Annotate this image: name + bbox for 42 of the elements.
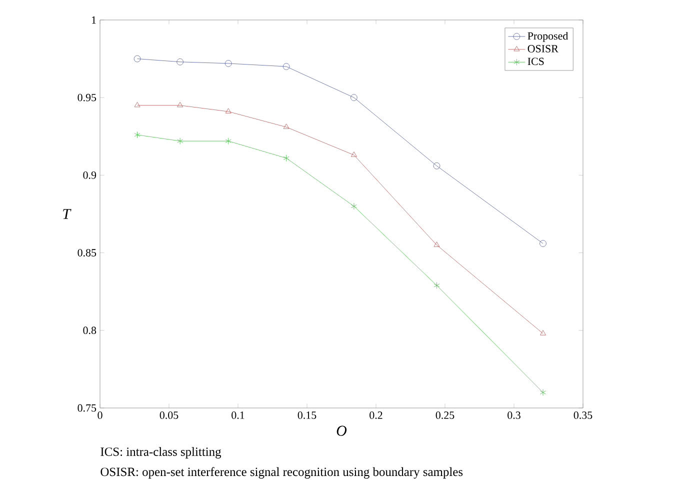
point	[350, 152, 357, 157]
x-tick-label: 0.15	[298, 412, 316, 419]
point	[283, 154, 290, 162]
y-tick-label: 0.95	[78, 94, 96, 102]
x-tick-label: 0.2	[370, 412, 382, 419]
y-tick-label: 0.8	[83, 326, 96, 334]
point	[177, 102, 184, 108]
point	[134, 131, 140, 138]
y-tick-label: 0.85	[78, 249, 96, 257]
point	[134, 55, 141, 62]
point	[540, 389, 546, 396]
point	[283, 124, 290, 129]
legend-label: OSISR	[528, 45, 558, 52]
point	[350, 94, 358, 101]
point	[540, 330, 546, 336]
point	[225, 108, 232, 114]
x-tick-label: 0.05	[160, 412, 178, 419]
y-axis-title: T	[63, 209, 72, 219]
x-tick-label: 0.1	[232, 412, 244, 419]
point	[433, 162, 440, 170]
point	[540, 240, 546, 247]
legend-label: Proposed	[528, 32, 568, 42]
x-tick-label: 0	[98, 412, 102, 419]
x-tick-label: 0.3	[508, 412, 520, 419]
point	[434, 282, 440, 289]
y-tick-label: 0.75	[78, 404, 96, 412]
x-axis-title: O	[336, 426, 347, 436]
y-tick-label: 0.9	[83, 171, 96, 179]
point	[224, 60, 232, 67]
text: OSISR: open-set interference signal recognition using boundary samples	[100, 467, 463, 479]
point	[177, 138, 184, 144]
point	[176, 58, 184, 66]
y-tick-label: 1	[92, 16, 96, 24]
point	[134, 102, 140, 108]
x-tick-label: 0.35	[574, 412, 592, 419]
x-tick-label: 0.25	[436, 412, 454, 419]
point	[225, 138, 232, 144]
legend-label: ICS	[528, 58, 544, 66]
text: ICS: intra-class splitting	[100, 447, 222, 459]
point	[434, 242, 440, 247]
point	[282, 63, 290, 70]
point	[350, 202, 357, 210]
